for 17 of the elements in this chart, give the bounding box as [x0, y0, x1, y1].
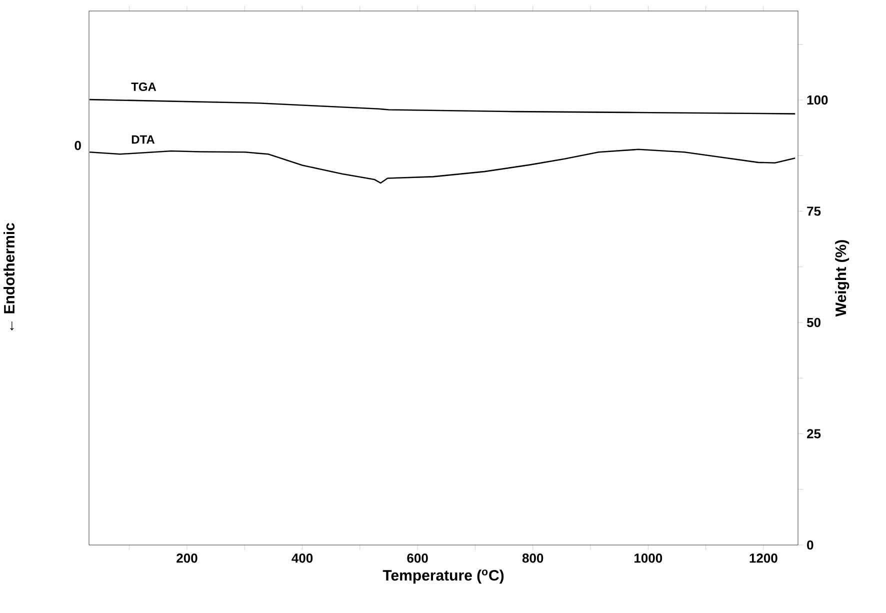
x-tick-label: 600 [407, 554, 428, 563]
y-tick-label: 0 [807, 540, 814, 550]
y-tick-label: 50 [806, 318, 820, 328]
series-label: DTA [132, 135, 155, 144]
y-axis-title: ← Endothermic [4, 223, 15, 330]
text: 0 [74, 140, 81, 150]
x-tick-label: 1200 [750, 554, 778, 563]
x-axis-title: Temperature ($^{o}$C) [382, 570, 504, 584]
x-tick-label: 1000 [634, 554, 662, 563]
y-axis-title: Weight (%) [835, 240, 850, 317]
y-tick-label: 25 [806, 429, 821, 438]
y-tick-label: 100 [807, 95, 828, 105]
x-tick-label: 400 [292, 554, 313, 563]
series-label: TGA [131, 82, 156, 92]
x-tick-label: 800 [522, 554, 544, 563]
x-tick-label: 200 [176, 554, 198, 563]
y-tick-label: 75 [807, 206, 821, 216]
